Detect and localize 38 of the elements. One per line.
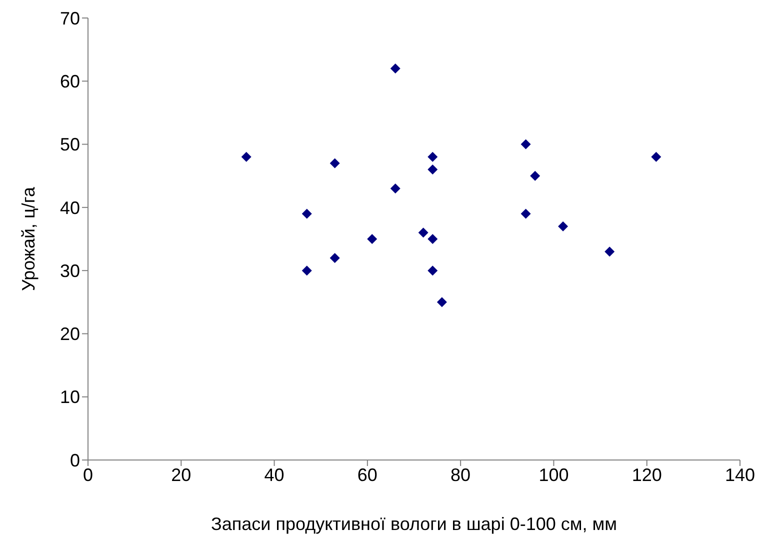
point [520, 208, 531, 219]
point [520, 139, 531, 150]
y-tick-label: 60 [60, 72, 80, 92]
x-tick-label: 140 [724, 464, 756, 485]
point [302, 208, 312, 219]
point [428, 152, 438, 162]
x-axis-title: Запаси продуктивної вологи в шарі 0-100 см, мм [211, 514, 617, 534]
point [428, 234, 438, 244]
x-tick-label: 40 [264, 464, 284, 485]
y-tick-label: 70 [60, 8, 80, 28]
point [558, 221, 568, 232]
point [651, 152, 662, 162]
point [390, 64, 400, 74]
x-tick-label: 20 [171, 464, 192, 485]
point [428, 266, 438, 276]
point [530, 170, 540, 181]
point [390, 183, 400, 194]
point [428, 164, 438, 175]
x-tick-label: 120 [632, 464, 662, 485]
y-axis-title: Урожай, ц/га [18, 186, 38, 292]
y-tick-label: 40 [60, 198, 80, 218]
x-tick-label: 0 [82, 464, 94, 485]
point [330, 252, 340, 263]
x-tick-label: 80 [450, 464, 471, 485]
point [436, 297, 447, 308]
point [302, 266, 312, 276]
y-tick-label: 10 [60, 387, 80, 408]
y-tick-label: 50 [60, 134, 80, 155]
x-tick-label: 100 [538, 464, 569, 485]
point [367, 234, 378, 244]
y-tick-label: 30 [60, 260, 80, 281]
y-tick-label: 0 [70, 450, 80, 470]
point [241, 152, 252, 162]
point [604, 246, 615, 257]
x-tick-label: 60 [357, 464, 378, 485]
point [330, 158, 340, 168]
y-tick-label: 20 [60, 324, 80, 344]
point [418, 228, 428, 238]
